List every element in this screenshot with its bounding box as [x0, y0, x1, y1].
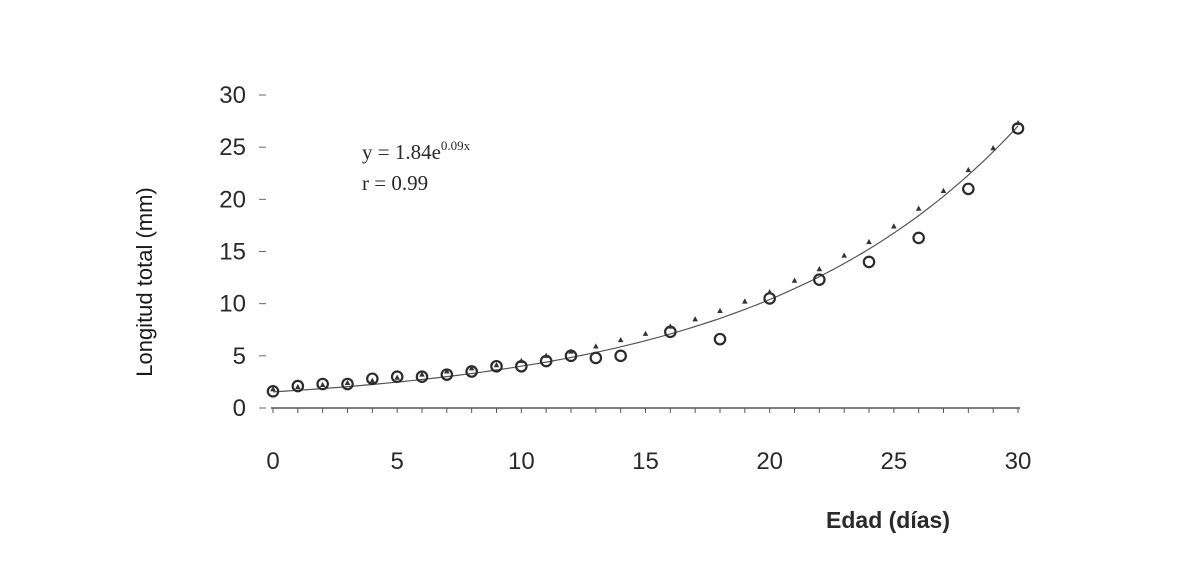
fitted-point	[915, 205, 922, 211]
y-tick-label: 5	[233, 343, 246, 370]
y-tick-label: 15	[219, 239, 246, 266]
fitted-point	[692, 316, 698, 322]
fit-curve-layer	[272, 125, 1019, 393]
fitted-point	[990, 145, 996, 151]
observed-point	[341, 377, 354, 391]
observed-point	[713, 332, 727, 346]
x-tick-label: 15	[632, 448, 659, 475]
fitted-point	[568, 348, 574, 354]
observed-point	[813, 273, 826, 286]
fitted-point	[866, 238, 872, 245]
fitted-point	[965, 166, 972, 173]
observed-point	[589, 351, 603, 365]
fitted-point	[1015, 119, 1021, 126]
x-tick-label: 0	[266, 448, 279, 475]
observed-point	[366, 372, 379, 386]
y-tick-label: 25	[219, 134, 246, 161]
observed-point	[316, 377, 329, 391]
fitted-point	[766, 288, 773, 295]
x-axis-title: Edad (días)	[826, 507, 950, 533]
fitted-point	[742, 298, 748, 304]
fitted-point	[642, 330, 649, 336]
fitted-point	[493, 362, 500, 368]
y-tick-label: 20	[219, 186, 246, 213]
observed-point	[962, 182, 975, 196]
fitted-point	[295, 383, 301, 390]
y-tick-label: 10	[219, 291, 246, 318]
y-axis-title: Longitud total (mm)	[132, 187, 157, 377]
correlation-annotation: r = 0.99	[362, 171, 428, 195]
fitted-point	[369, 377, 376, 383]
fitted-point	[593, 343, 599, 349]
fitted-point	[717, 307, 723, 313]
axes	[259, 94, 1020, 413]
data-points	[266, 119, 1025, 398]
fitted-point	[891, 223, 897, 229]
x-tick-label: 25	[880, 448, 907, 475]
fitted-point	[841, 252, 847, 258]
observed-point	[291, 379, 305, 393]
fitted-point	[791, 277, 798, 283]
fitted-point	[344, 379, 351, 385]
fitted-point	[518, 357, 525, 364]
axis-labels: 0 5 10 15 20 25 30 0 5 10 15 20 25 30	[219, 82, 1031, 475]
fitted-point	[543, 352, 549, 358]
observed-point	[912, 231, 925, 245]
fitted-point	[816, 266, 823, 272]
x-tick-label: 30	[1005, 448, 1032, 475]
fitted-point	[319, 381, 326, 388]
y-tick-label: 30	[219, 82, 246, 109]
fitted-point	[617, 336, 624, 343]
equation-exponent: 0.09x	[441, 138, 471, 153]
observed-point	[614, 349, 627, 363]
x-tick-label: 20	[756, 448, 783, 475]
x-tick-label: 5	[390, 448, 403, 475]
fitted-point	[394, 374, 400, 380]
observed-point	[390, 370, 404, 383]
fitted-point	[667, 323, 674, 329]
fitted-point	[444, 368, 450, 374]
fitted-point	[270, 386, 276, 392]
equation-annotation: y = 1.84e0.09x	[362, 138, 471, 164]
equation-base: y = 1.84e	[362, 140, 441, 164]
observed-point	[862, 255, 876, 269]
y-tick-label: 0	[233, 395, 246, 422]
fitted-point	[940, 187, 947, 193]
x-tick-label: 10	[508, 448, 535, 475]
observed-point	[490, 359, 503, 373]
fit-curve-line	[272, 125, 1019, 393]
fitted-point	[419, 371, 425, 377]
fitted-point	[468, 365, 475, 371]
